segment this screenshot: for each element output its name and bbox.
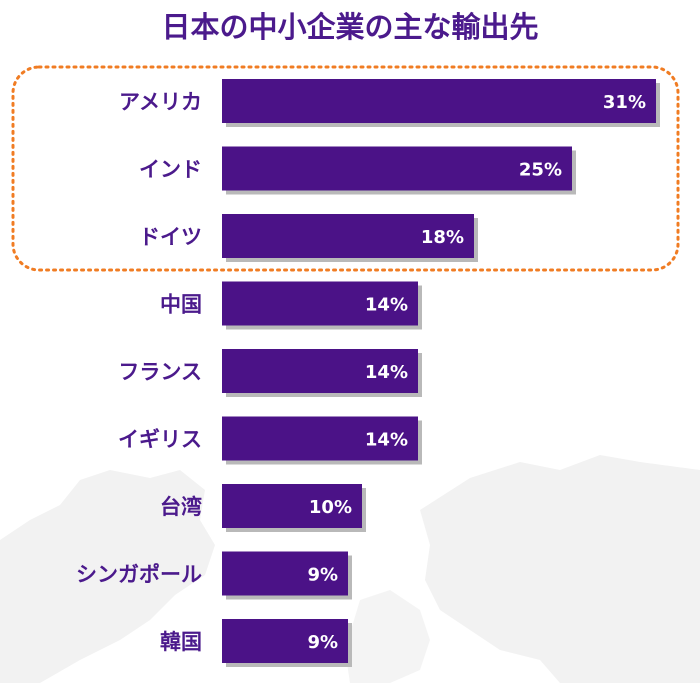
bar [222, 349, 418, 393]
map-landmass-west [0, 470, 215, 683]
category-label: 韓国 [160, 630, 202, 654]
bar [222, 214, 474, 258]
category-label: ドイツ [139, 225, 202, 249]
bar [222, 619, 348, 663]
value-label: 14% [365, 430, 408, 451]
bar [222, 79, 656, 123]
value-label: 10% [309, 497, 352, 518]
category-label: フランス [118, 360, 202, 384]
map-landmass-east [420, 455, 700, 683]
category-label: シンガポール [76, 563, 202, 587]
value-label: 18% [421, 227, 464, 248]
value-label: 25% [519, 160, 562, 181]
category-label: イギリス [118, 428, 202, 452]
category-label: アメリカ [119, 90, 202, 114]
highlight-frame [11, 65, 680, 272]
value-label: 9% [307, 632, 338, 653]
bar [222, 551, 348, 596]
value-label: 9% [307, 565, 338, 586]
bar [222, 484, 362, 528]
bar [222, 146, 572, 191]
value-label: 14% [365, 295, 408, 316]
bar [222, 281, 418, 326]
value-label: 14% [365, 362, 408, 383]
category-label: 中国 [160, 293, 202, 317]
chart-title: 日本の中小企業の主な輸出先 [161, 10, 539, 44]
bar [222, 416, 418, 461]
map-landmass-center [345, 590, 430, 683]
category-label: 台湾 [160, 495, 202, 519]
value-label: 31% [603, 92, 646, 113]
category-label: インド [139, 158, 202, 182]
